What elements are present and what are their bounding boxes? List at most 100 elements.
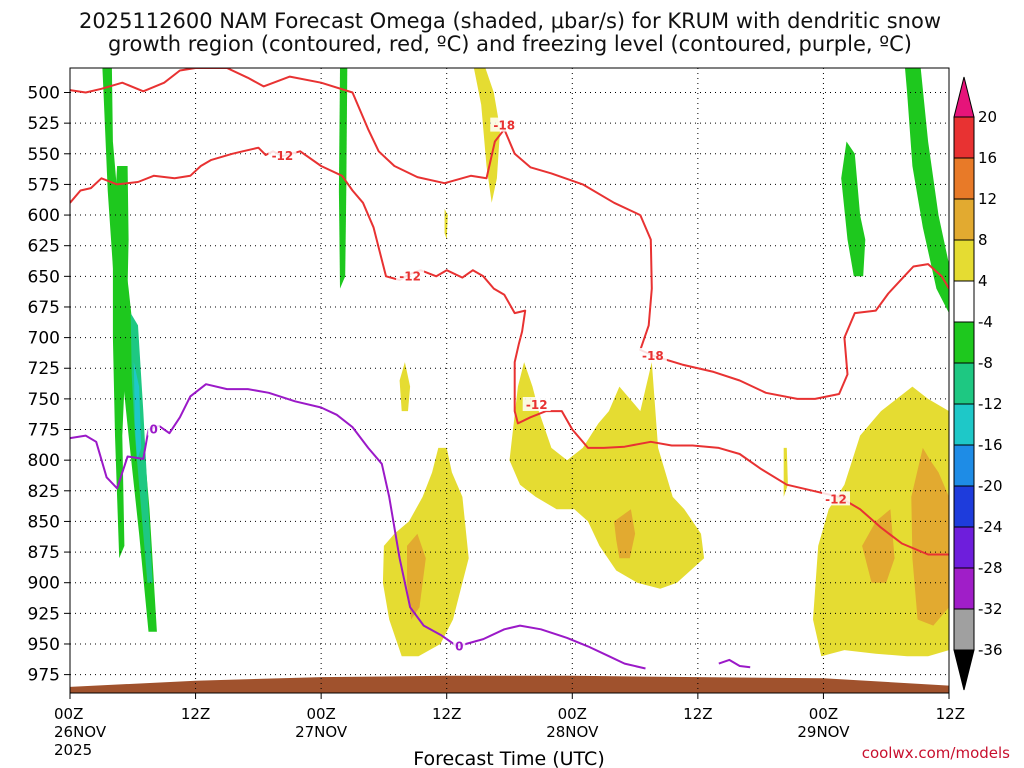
contour-label: -12 (272, 149, 294, 163)
y-tick-label: 900 (28, 574, 60, 594)
shade-orange-b (614, 509, 636, 559)
colorbar-bin (953, 608, 975, 651)
colorbar-bin (953, 403, 975, 446)
contour-label-bg (490, 117, 519, 132)
contour-red-top (70, 68, 949, 400)
colorbar-label: -8 (978, 354, 993, 372)
y-tick-label: 775 (28, 421, 60, 441)
y-tick-label: 700 (28, 329, 60, 349)
shade-green-right-a (841, 141, 866, 277)
y-tick-label: 650 (28, 267, 60, 287)
y-axis-ticks: 500 525 550 575 600 625 650 675 700 725 750 775 800 8… (28, 84, 70, 686)
shade-yellow-lower-b (509, 362, 705, 589)
contour-label-bg (268, 148, 297, 163)
shade-orange-d (911, 447, 949, 626)
contour-label: -18 (642, 349, 664, 363)
x-tick-label: 00Z (54, 705, 83, 723)
y-tick-label: 750 (28, 390, 60, 410)
x-tick-label: 00Z (306, 705, 335, 723)
shade-yellow-top (473, 68, 501, 203)
colorbar-bin (953, 444, 975, 487)
x-tick-date: 29NOV (797, 723, 850, 741)
contour-purple-freezing (70, 383, 646, 670)
colorbar-bin (953, 362, 975, 405)
x-tick-date: 27NOV (295, 723, 348, 741)
shade-yellow-lower-c (783, 447, 788, 497)
x-tick-date: 26NOV (54, 723, 107, 741)
colorbar-bin (953, 157, 975, 200)
colorbar-label: -36 (978, 641, 1003, 659)
x-tick-label: 00Z (558, 705, 587, 723)
contour-label-bg (147, 421, 160, 436)
y-tick-label: 875 (28, 543, 60, 563)
credit-link[interactable]: coolwx.com/models (862, 744, 1010, 762)
x-tick-date: 28NOV (546, 723, 599, 741)
colorbar-over-triangle (953, 76, 975, 118)
colorbar-label: -4 (978, 313, 993, 331)
colorbar-under-triangle (953, 649, 975, 691)
y-tick-label: 600 (28, 206, 60, 226)
contour-label-bg (638, 347, 667, 362)
colorbar: 20 16 12 8 4 -4 -8 -12 -16 -20 -24 -28 -32 -36 (953, 76, 1003, 691)
x-tick-label: 12Z (181, 705, 210, 723)
contour-red-minus12-left (70, 146, 949, 556)
y-tick-label: 575 (28, 175, 60, 195)
ground-fill (70, 675, 949, 693)
y-tick-label: 525 (28, 114, 60, 134)
colorbar-label: 16 (978, 149, 997, 167)
y-tick-label: 500 (28, 84, 60, 104)
chart-title-line1: 2025112600 NAM Forecast Omega (shaded, μ… (79, 9, 941, 33)
contour-label-bg (396, 268, 425, 283)
contour-label-bg (522, 397, 551, 412)
contour-label: -18 (493, 119, 515, 133)
contour-label-bg (453, 638, 466, 653)
shade-orange-a (407, 533, 426, 620)
shade-yellow-small-mid (444, 208, 448, 240)
x-tick-label: 12Z (683, 705, 712, 723)
shade-yellow-small-left (399, 362, 411, 412)
y-tick-label: 725 (28, 359, 60, 379)
colorbar-bin (953, 321, 975, 364)
shade-cyan-core-left (133, 362, 142, 461)
omega-shading (102, 68, 949, 657)
y-tick-label: 550 (28, 145, 60, 165)
colorbar-label: -28 (978, 559, 1003, 577)
colorbar-bin (953, 198, 975, 241)
y-tick-label: 825 (28, 482, 60, 502)
colorbar-label: 4 (978, 272, 988, 290)
colorbar-label: -16 (978, 436, 1003, 454)
x-tick-label: 12Z (432, 705, 461, 723)
contour-label: 0 (150, 423, 158, 437)
contour-labels: -12 -12 -12 -12 -18 -18 0 0 (147, 117, 850, 653)
y-tick-label: 975 (28, 666, 60, 686)
y-tick-label: 925 (28, 604, 60, 624)
colorbar-bin (953, 567, 975, 610)
shade-green-column-left2 (112, 166, 129, 559)
contour-label: -12 (825, 492, 847, 506)
contour-label: 0 (455, 639, 463, 653)
ground-terrain (70, 675, 949, 693)
chart-title-line2: growth region (contoured, red, ºC) and f… (108, 32, 912, 56)
x-tick-label: 00Z (809, 705, 838, 723)
y-tick-label: 950 (28, 635, 60, 655)
colorbar-label: 20 (978, 108, 997, 126)
contour-label: -12 (399, 269, 421, 283)
colorbar-bin (953, 485, 975, 528)
colorbar-bin (953, 280, 975, 323)
colorbar-label: 8 (978, 231, 988, 249)
contour-purple-freezing-right (718, 658, 751, 669)
colorbar-label: -24 (978, 518, 1003, 536)
x-tick-label: 12Z (936, 705, 965, 723)
shade-orange-c (862, 509, 895, 583)
shade-green-right-b (905, 68, 949, 314)
contour-label: -12 (526, 398, 548, 412)
contour-label-bg (821, 491, 850, 506)
y-tick-label: 850 (28, 512, 60, 532)
colorbar-label: 12 (978, 190, 997, 208)
colorbar-bin (953, 526, 975, 569)
colorbar-bin (953, 116, 975, 159)
y-tick-label: 800 (28, 451, 60, 471)
temperature-contours (70, 68, 949, 670)
